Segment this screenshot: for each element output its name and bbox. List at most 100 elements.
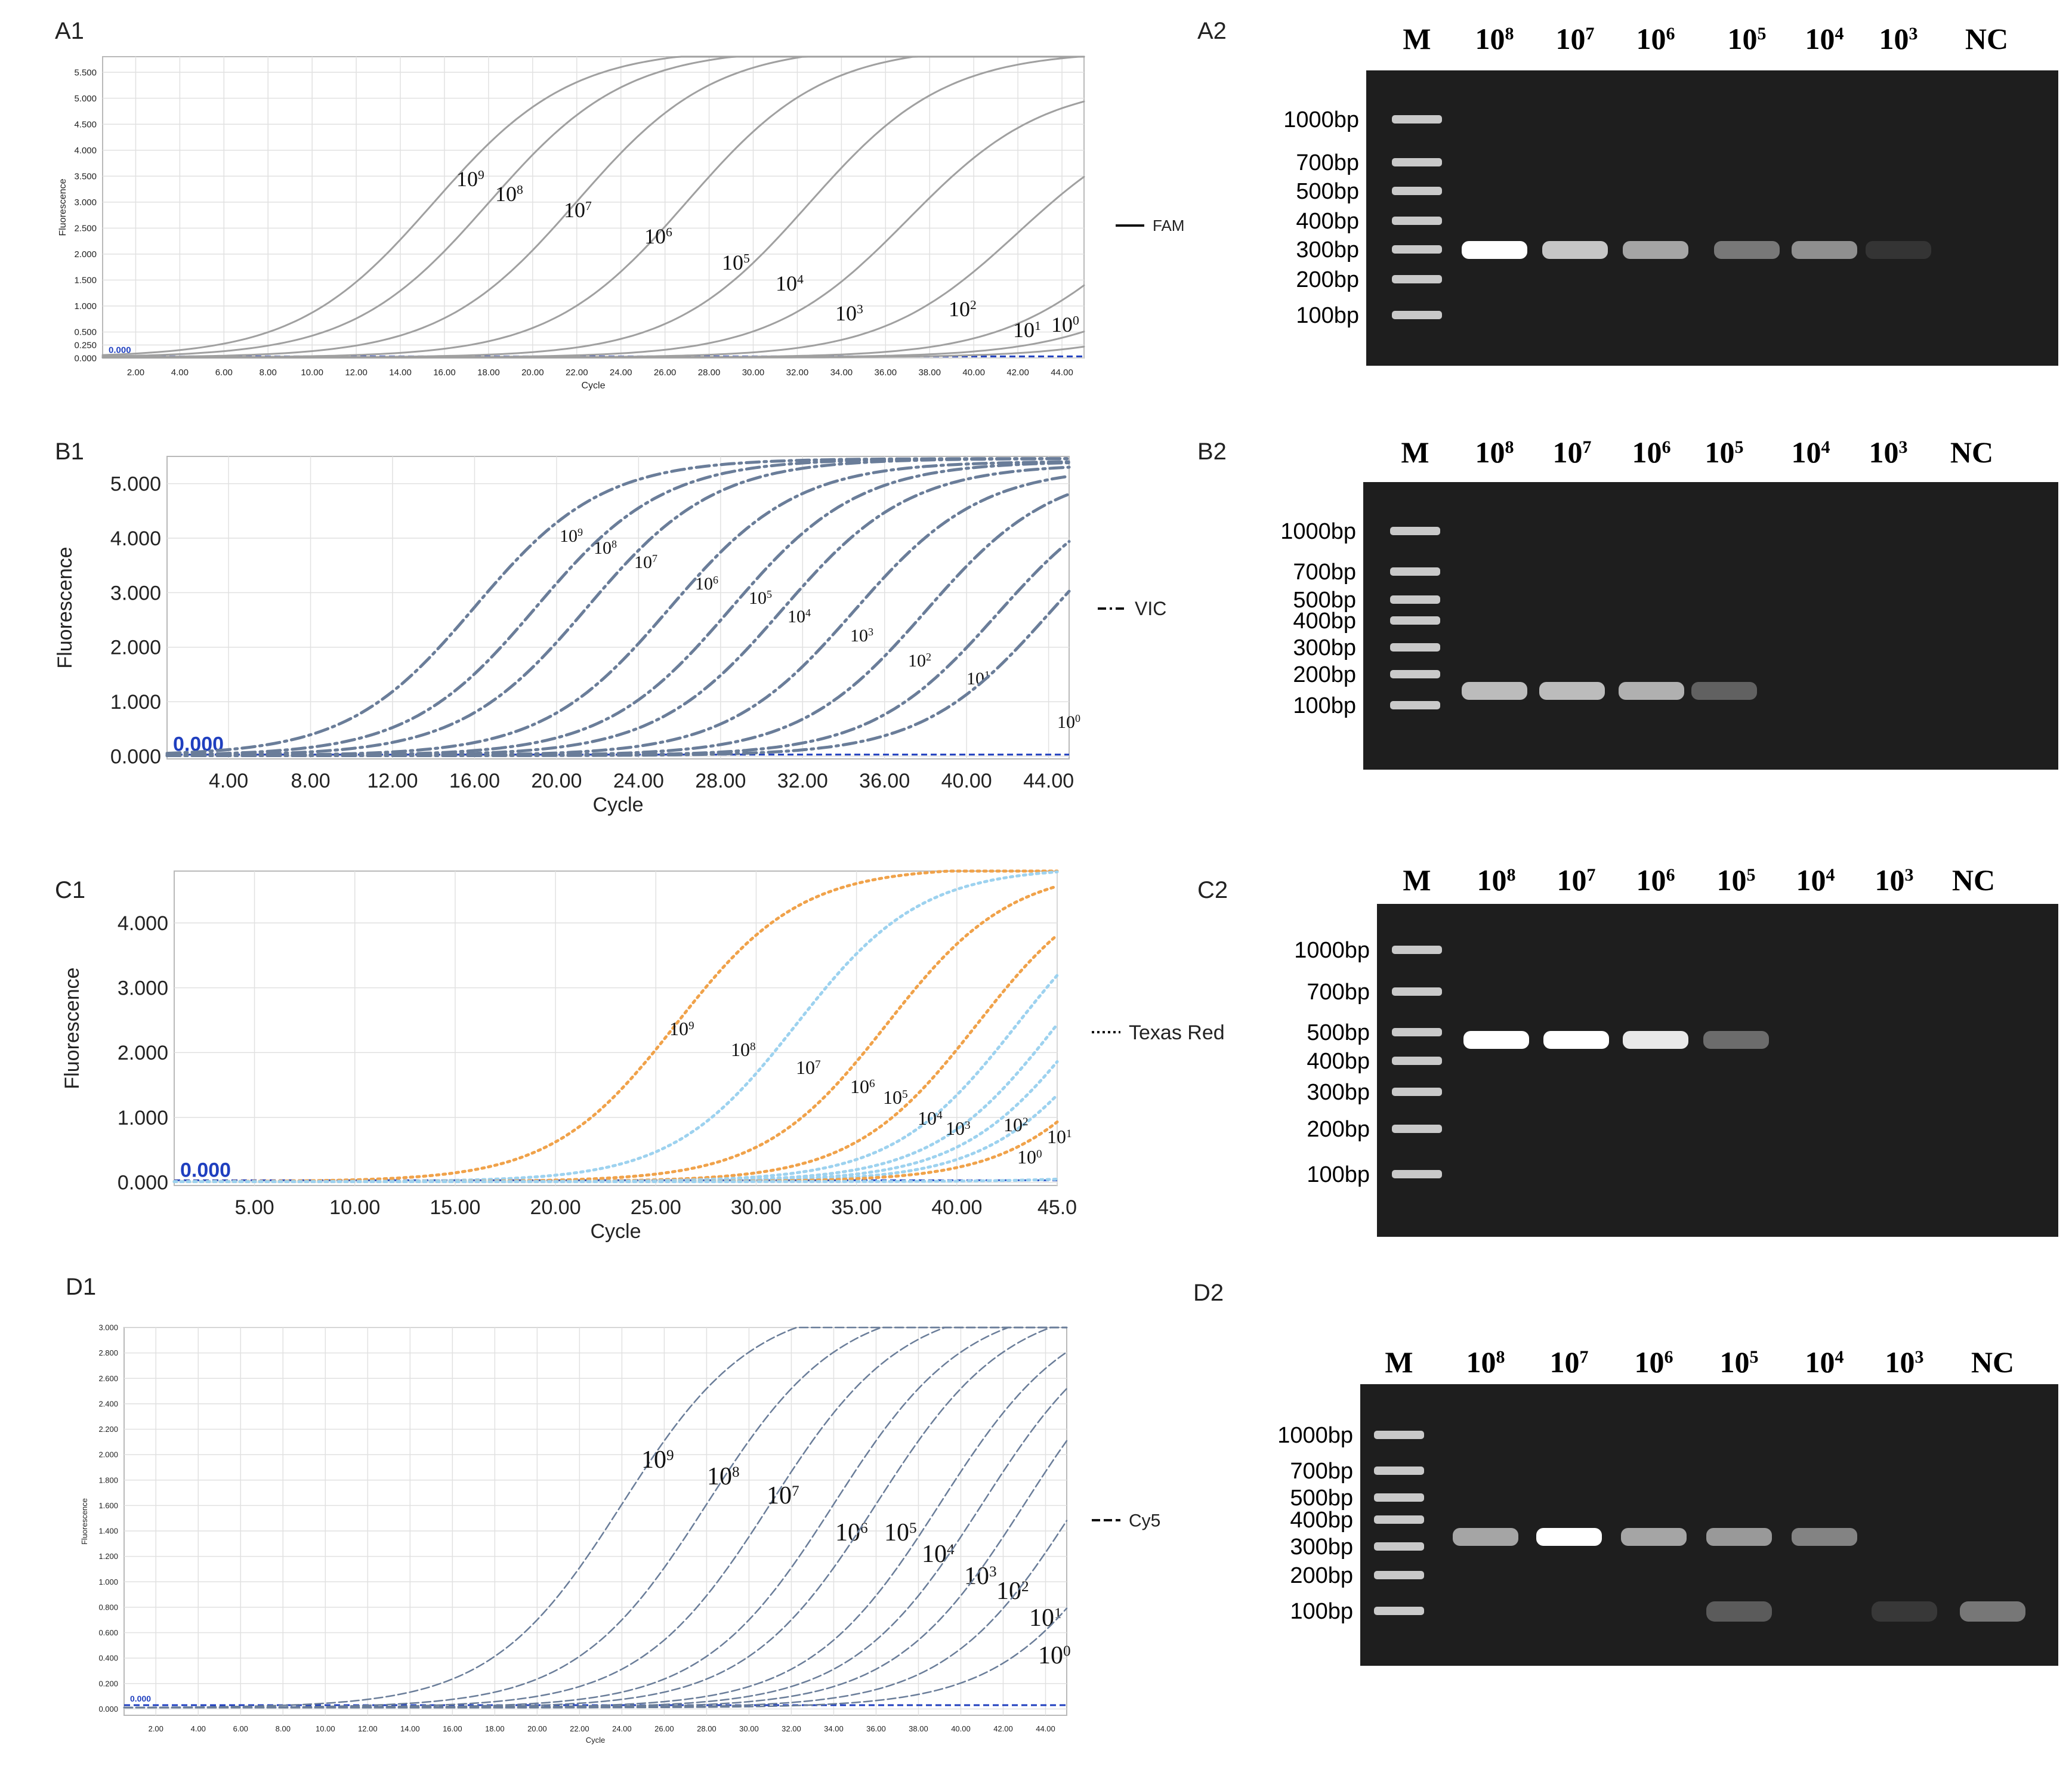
x-tick-label: 20.00 bbox=[530, 1196, 581, 1219]
x-tick-label: 20.00 bbox=[527, 1724, 547, 1733]
x-tick-label: 12.00 bbox=[367, 770, 418, 792]
y-tick-label: 2.600 bbox=[98, 1374, 118, 1383]
x-tick-label: 16.00 bbox=[433, 368, 456, 378]
x-tick-label: 8.00 bbox=[291, 770, 330, 792]
marker-size-label: 200bp bbox=[1290, 1563, 1353, 1588]
chart-c1: 5.00 10.00 15.00 20.00 25.00 30.00 35.00 40.00 4… bbox=[61, 869, 1225, 1243]
sample-band bbox=[1536, 1528, 1602, 1546]
ladder-band bbox=[1390, 616, 1440, 625]
threshold-label: 0.000 bbox=[109, 345, 131, 355]
x-tick-label: 28.00 bbox=[698, 368, 721, 378]
x-tick-label: 8.00 bbox=[276, 1724, 291, 1733]
y-tick-label: 2.200 bbox=[98, 1425, 118, 1434]
y-tick-label: 1.000 bbox=[74, 301, 97, 311]
amplification-curve bbox=[172, 884, 1059, 1183]
amplification-curve bbox=[172, 869, 1059, 1183]
lane-title: 103 bbox=[1885, 1345, 1924, 1379]
amplification-curve bbox=[123, 1326, 1068, 1709]
y-tick-label: 0.000 bbox=[118, 1171, 168, 1194]
lane-title: 104 bbox=[1792, 436, 1830, 469]
lane-title: 107 bbox=[1550, 1345, 1589, 1379]
x-tick-label: 4.00 bbox=[209, 770, 248, 792]
amplification-curve bbox=[165, 457, 1071, 755]
amplification-curve bbox=[165, 540, 1071, 757]
y-axis-title: Fluorescence bbox=[61, 967, 84, 1089]
curve-label: 109 bbox=[456, 167, 484, 191]
ladder-band bbox=[1390, 643, 1440, 652]
x-tick-label: 36.00 bbox=[875, 368, 897, 378]
ladder-band bbox=[1374, 1431, 1424, 1439]
amplification-curve bbox=[172, 1120, 1059, 1183]
y-tick-label: 1.000 bbox=[118, 1107, 168, 1129]
curve-label: 100 bbox=[1038, 1642, 1071, 1669]
curve-label: 108 bbox=[495, 182, 523, 206]
y-axis-title: Fluorescence bbox=[58, 178, 68, 236]
x-tick-label: 42.00 bbox=[993, 1724, 1013, 1733]
curve-label: 106 bbox=[850, 1076, 875, 1097]
lane-title: 103 bbox=[1875, 863, 1914, 897]
amplification-curve bbox=[123, 1326, 1068, 1709]
sample-band bbox=[1866, 241, 1931, 259]
y-tick-label: 5.500 bbox=[74, 67, 97, 78]
x-tick-label: 44.00 bbox=[1051, 368, 1073, 378]
x-tick-label: 6.00 bbox=[215, 368, 233, 378]
x-tick-label: 30.00 bbox=[742, 368, 765, 378]
plot-frame bbox=[166, 456, 1070, 760]
marker-size-label: 200bp bbox=[1296, 267, 1359, 292]
y-tick-label: 1.800 bbox=[98, 1475, 118, 1484]
x-tick-label: 5.00 bbox=[234, 1196, 274, 1219]
curve-label: 102 bbox=[908, 651, 931, 671]
x-tick-label: 4.00 bbox=[171, 368, 189, 378]
gel-a2: M 108 107 106 105 104 103 NC 1000bp 700bp 500bp 400… bbox=[1283, 22, 2058, 366]
panel-label-b2: B2 bbox=[1197, 439, 1227, 465]
lane-title: 107 bbox=[1557, 863, 1596, 897]
amplification-curve bbox=[123, 1326, 1068, 1709]
ladder-band bbox=[1392, 1088, 1442, 1096]
curve-label: 107 bbox=[767, 1482, 799, 1509]
curve-label: 102 bbox=[1003, 1114, 1029, 1135]
lane-title: 104 bbox=[1796, 863, 1835, 897]
ladder-band bbox=[1374, 1467, 1424, 1475]
amplification-curve bbox=[123, 1440, 1068, 1709]
y-tick-label: 4.000 bbox=[118, 912, 168, 935]
curve-label: 106 bbox=[644, 224, 672, 248]
x-tick-label: 12.00 bbox=[345, 368, 368, 378]
x-tick-label: 26.00 bbox=[654, 1724, 674, 1733]
x-tick-label: 45.0 bbox=[1037, 1196, 1077, 1219]
ladder-band bbox=[1390, 527, 1440, 535]
ladder-band bbox=[1392, 311, 1442, 319]
marker-size-label: 1000bp bbox=[1280, 519, 1356, 544]
y-tick-label: 4.000 bbox=[74, 146, 97, 156]
amplification-curve bbox=[165, 457, 1071, 757]
x-tick-label: 44.00 bbox=[1023, 770, 1074, 792]
x-tick-label: 40.00 bbox=[931, 1196, 982, 1219]
sample-band bbox=[1453, 1528, 1518, 1546]
x-tick-label: 44.00 bbox=[1036, 1724, 1055, 1733]
curve-label: 103 bbox=[835, 301, 863, 325]
y-tick-label: 3.000 bbox=[118, 977, 168, 999]
x-tick-label: 12.00 bbox=[358, 1724, 378, 1733]
lane-title: NC bbox=[1971, 1345, 2014, 1379]
ladder-band bbox=[1390, 701, 1440, 709]
amplification-curve bbox=[172, 870, 1059, 1183]
lane-title: 105 bbox=[1717, 863, 1756, 897]
amplification-curve bbox=[101, 55, 1085, 359]
threshold-label: 0.000 bbox=[130, 1694, 151, 1703]
lane-title: NC bbox=[1965, 22, 2008, 55]
amplification-curve bbox=[172, 1093, 1059, 1183]
marker-size-label: 700bp bbox=[1296, 150, 1359, 175]
marker-size-label: 300bp bbox=[1293, 635, 1356, 660]
y-tick-label: 1.000 bbox=[110, 691, 161, 714]
x-tick-label: 10.00 bbox=[316, 1724, 335, 1733]
y-tick-label: 0.250 bbox=[74, 340, 97, 350]
ladder-band bbox=[1392, 1125, 1442, 1133]
lane-title: 105 bbox=[1705, 436, 1744, 469]
x-tick-label: 8.00 bbox=[260, 368, 277, 378]
y-tick-label: 0.000 bbox=[98, 1705, 118, 1714]
x-axis-title: Cycle bbox=[590, 1220, 641, 1243]
plot-frame bbox=[102, 56, 1085, 359]
marker-size-label: 500bp bbox=[1293, 588, 1356, 613]
sample-band bbox=[1623, 241, 1688, 259]
gel-background bbox=[1360, 1384, 2058, 1666]
legend-label: VIC bbox=[1135, 598, 1166, 619]
